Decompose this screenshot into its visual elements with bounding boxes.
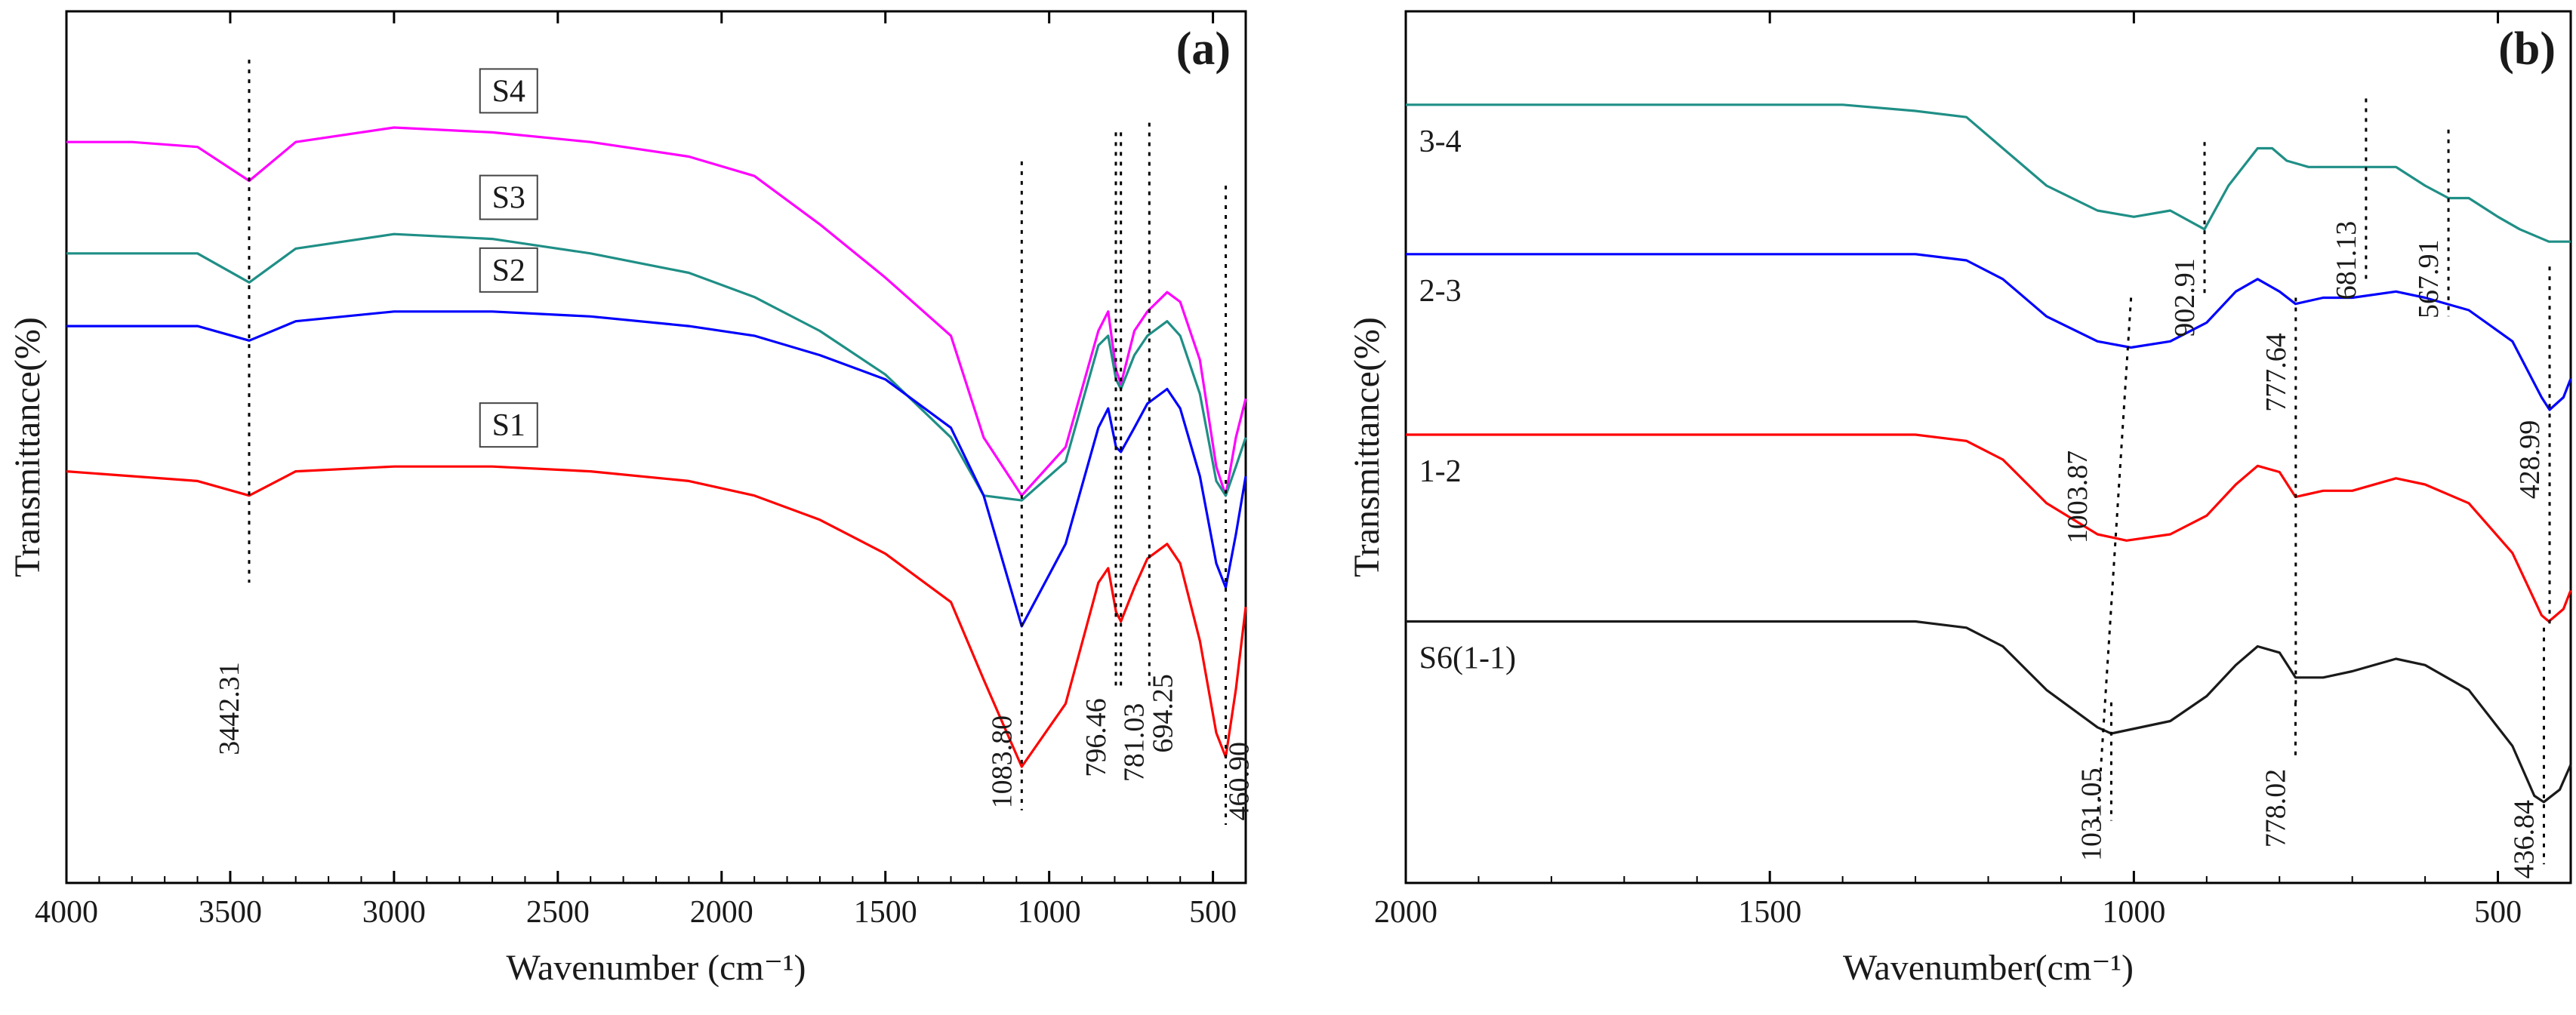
peak-label: 460.90 [1224,742,1256,821]
x-tick-label: 3000 [362,895,426,930]
series-label-box [479,247,538,293]
x-tick-label: 2000 [1374,895,1437,930]
series-label: S4 [492,74,525,109]
peak-label: 778.02 [2260,769,2291,848]
series-label: S1 [492,408,525,443]
x-tick-label: 2000 [690,895,753,930]
peak-label: 436.84 [2508,800,2540,879]
peak-label: 681.13 [2331,221,2362,300]
series-line-1-2 [1406,433,2572,623]
plot-frame [1404,10,2572,884]
x-axis-title: Wavenumber(cm⁻¹) [1843,948,2134,988]
x-tick-label: 3500 [199,895,262,930]
series-label-box [479,174,538,220]
peak-label: 777.64 [2260,333,2292,412]
series-line-S2 [66,310,1247,628]
y-axis-title: Transmittance(%) [1347,317,1387,577]
x-tick-label: 4000 [35,895,98,930]
x-tick-label: 1500 [1738,895,1801,930]
x-tick-label: 1000 [1018,895,1081,930]
panel-b: 2000 1500 1000 500 Wavenumber(cm⁻¹) Transmitt… [1347,10,2572,988]
series-label: 3-4 [1419,125,1462,159]
peak-label: 1083.80 [986,715,1018,808]
series-line-S1 [66,465,1247,768]
peak-label: 428.99 [2514,420,2546,500]
series-label: S2 [492,254,525,288]
series-line-S6(1-1) [1406,620,2572,804]
panel-label: (a) [1176,23,1231,75]
y-axis-title: Transmittance(%) [8,317,48,577]
peak-label: 902.91 [2169,258,2201,337]
panel-a: 4000 3500 3000 2500 2000 1500 1000 500 Wavenumbe… [8,10,1256,988]
series-line-S3 [66,232,1247,502]
panel-label: (b) [2498,23,2556,75]
series-label: S6(1-1) [1419,641,1516,676]
series-label: 1-2 [1419,454,1462,489]
peak-label: 1003.87 [2062,451,2094,544]
peak-label: 3442.31 [214,662,245,755]
series-label: S3 [492,181,525,216]
x-tick-label: 500 [2474,895,2522,930]
x-axis-title: Wavenumber (cm⁻¹) [506,948,806,988]
peak-label: 796.46 [1080,698,1112,777]
x-tick-label: 1500 [854,895,917,930]
peak-label: 694.25 [1147,674,1179,753]
series-line-S4 [66,126,1247,497]
peak-label: 567.91 [2413,240,2445,319]
series-line-3-4 [1406,103,2571,243]
series-label: 2-3 [1419,274,1462,309]
peak-label: 1031.05 [2075,768,2107,862]
series-label-box [479,402,538,448]
x-tick-label: 2500 [526,895,590,930]
series-line-2-3 [1406,253,2572,411]
x-tick-label: 1000 [2102,895,2165,930]
x-tick-label: 500 [1189,895,1237,930]
peak-label: 781.03 [1119,703,1151,783]
series-label-box [479,68,538,114]
peak-marker [2096,297,2133,821]
